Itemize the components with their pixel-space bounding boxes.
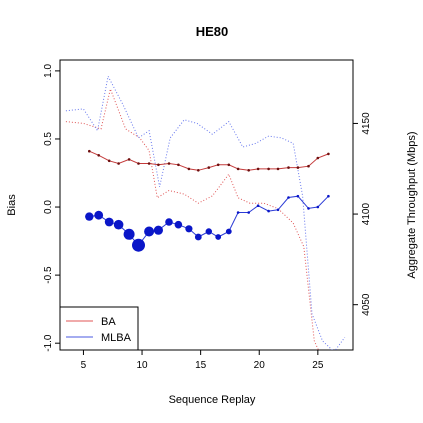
bias-point-ba <box>227 163 231 167</box>
bias-point-ba <box>167 162 171 165</box>
bias-point-ba <box>296 166 300 169</box>
bias-point-mlba <box>247 211 250 214</box>
plot-frame <box>59 59 354 351</box>
bias-point-mlba <box>267 209 270 213</box>
bias-point-ba <box>276 167 280 171</box>
bias-point-ba <box>177 163 180 167</box>
bias-point-ba <box>147 162 151 165</box>
bias-point-mlba <box>185 225 193 233</box>
y-tick-label: 1.0 <box>43 64 54 78</box>
x-tick-label: 5 <box>81 360 87 371</box>
bias-point-mlba <box>256 204 260 207</box>
bias-layer <box>85 149 330 252</box>
throughput-layer <box>65 74 346 350</box>
legend: BA MLBA <box>59 306 139 351</box>
bias-point-mlba <box>144 226 155 237</box>
legend-label-ba: BA <box>101 316 116 328</box>
bias-point-ba <box>236 167 240 171</box>
y2-axis-label: Aggregate Throughput (Mbps) <box>406 131 418 278</box>
bias-point-ba <box>117 162 120 165</box>
x-tick-label: 20 <box>254 360 266 371</box>
bias-point-ba <box>287 166 290 169</box>
x-axis-label: Sequence Replay <box>169 394 256 406</box>
bias-point-ba <box>137 162 140 165</box>
bias-point-ba <box>307 164 310 168</box>
bias-point-ba <box>316 156 320 160</box>
bias-point-mlba <box>307 207 310 210</box>
bias-point-mlba <box>85 212 94 221</box>
bias-point-ba <box>216 163 220 167</box>
legend-label-mlba: MLBA <box>101 332 132 344</box>
y-axis-label: Bias <box>6 194 18 216</box>
bias-point-mlba <box>132 238 145 252</box>
y-tick-label: -0.5 <box>43 266 54 284</box>
y-tick-label: 0.0 <box>43 200 54 214</box>
y2-tick-label: 4150 <box>361 112 372 135</box>
bias-point-mlba <box>113 219 124 230</box>
y-axis-left: -1.0 -0.5 0.0 0.5 1.0 <box>43 64 60 352</box>
bias-point-mlba <box>205 228 212 235</box>
bias-point-ba <box>187 167 191 171</box>
bias-point-ba <box>107 159 111 163</box>
bias-point-mlba <box>165 218 173 226</box>
bias-point-mlba <box>225 228 232 235</box>
bias-point-ba <box>247 169 250 172</box>
bias-point-mlba <box>236 211 240 214</box>
bias-point-mlba <box>123 228 135 240</box>
bias-point-mlba <box>174 220 183 229</box>
chart-title: HE80 <box>196 24 229 39</box>
throughput-line-mlba <box>65 74 346 350</box>
bias-point-ba <box>197 169 200 172</box>
bias-point-mlba <box>327 194 330 198</box>
x-tick-label: 15 <box>195 360 207 371</box>
bias-point-mlba <box>296 194 300 198</box>
bias-point-mlba <box>215 234 222 240</box>
y2-tick-label: 4050 <box>361 293 372 316</box>
y2-tick-label: 4100 <box>361 203 372 226</box>
y-axis-right: 4050 4100 4150 <box>353 112 372 316</box>
bias-point-mlba <box>94 210 104 220</box>
bias-point-ba <box>88 149 91 153</box>
x-tick-label: 10 <box>136 360 148 371</box>
legend-box <box>59 306 139 351</box>
bias-point-ba <box>97 154 100 157</box>
bias-point-ba <box>127 158 131 161</box>
bias-point-mlba <box>316 205 320 209</box>
y-tick-label: -1.0 <box>43 334 54 352</box>
bias-point-ba <box>256 167 260 171</box>
bias-point-ba <box>157 163 160 167</box>
bias-point-mlba <box>153 225 163 235</box>
bias-point-ba <box>267 167 270 171</box>
y-tick-label: 0.5 <box>43 132 54 146</box>
bias-point-ba <box>327 152 330 156</box>
bias-point-mlba <box>287 196 290 199</box>
x-axis: 5 10 15 20 25 <box>81 350 324 371</box>
throughput-line-ba <box>65 87 319 350</box>
bias-point-mlba <box>276 208 280 212</box>
x-tick-label: 25 <box>312 360 324 371</box>
bias-point-mlba <box>104 217 114 227</box>
bias-point-mlba <box>194 233 202 241</box>
bias-point-ba <box>207 166 211 169</box>
